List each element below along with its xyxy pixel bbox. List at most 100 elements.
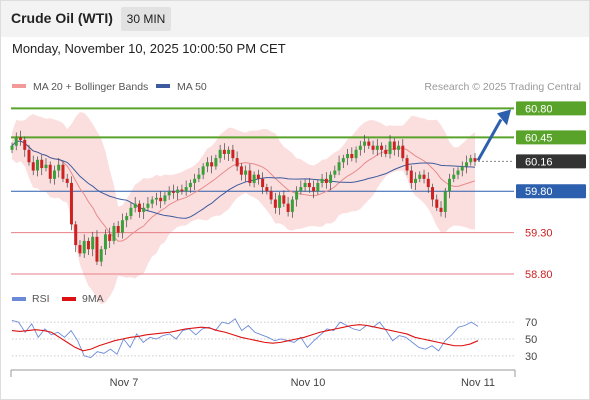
candle-body [31,162,35,171]
candle-body [18,137,22,140]
candle-body [443,191,447,212]
candle-body [91,236,95,250]
candle-body [465,162,469,167]
candle-body [108,234,112,241]
legend-label: MA 20 + Bollinger Bands [33,81,148,93]
candle-body [388,141,392,154]
candle-body [473,158,477,162]
candle-body [40,159,44,169]
rsi-panel: RSI 9MA 70 50 30 [11,293,537,363]
candle-body [333,170,337,175]
candle-body [316,182,320,192]
candle-body [371,145,375,150]
candle-body [405,158,409,171]
candle-body [337,162,341,171]
x-tick-label: Nov 7 [110,377,139,389]
candle-body [95,236,99,262]
level-label-58.80: 58.80 [525,269,553,281]
candle-body [210,162,214,167]
rsi-legend-label: 9MA [82,293,104,305]
bollinger-bands [12,112,475,305]
candles [10,130,477,267]
candle-body [354,149,358,159]
candle-body [201,166,205,175]
rsi-tick-30: 30 [525,351,537,363]
level-badge-59.80 [516,184,586,199]
candle-body [193,178,197,183]
rsi-tick-70: 70 [525,317,537,329]
candle-body [273,199,277,208]
candle-body [103,234,107,250]
candle-body [239,166,243,175]
candle-body [286,203,290,212]
level-label-59.30: 59.30 [525,228,553,240]
x-tick-label: Nov 11 [461,377,495,389]
forecast-arrow-head [497,109,511,126]
forecast-arrow [476,109,511,162]
candle-body [48,164,52,179]
instrument-title: Crude Oil (WTI) [11,10,113,26]
legend-label: MA 50 [177,81,207,93]
candle-body [397,145,401,150]
rsi-line [11,318,479,359]
candle-body [154,197,158,200]
candle-body [456,170,460,175]
candle-body [278,195,282,208]
forecast-arrow-shaft [476,118,503,162]
candle-body [35,159,39,171]
candle-body [197,174,201,179]
rsi-legend-label: RSI [32,293,50,305]
candle-body [188,182,192,188]
candle-body [44,164,48,169]
candle-body [10,145,14,150]
candle-body [244,170,248,175]
candle-body [320,178,324,183]
level-label-60.45: 60.45 [525,132,553,144]
report-datetime: Monday, November 10, 2025 10:00:50 PM CE… [12,41,286,56]
candle-body [269,191,273,200]
candle-body [363,141,367,146]
candle-body [448,178,452,192]
level-badge-60.45 [516,130,586,145]
candle-body [99,249,103,262]
candle-body [218,149,222,159]
candle-body [120,220,124,233]
candle-body [235,158,239,167]
candle-body [180,189,184,192]
candle-body [74,224,78,246]
candle-body [452,174,456,179]
candle-body [86,240,90,250]
candle-body [375,145,379,150]
candle-body [392,141,396,150]
candle-body [282,195,286,204]
candle-body [150,199,154,204]
rsi-ma-line [11,324,479,352]
candle-body [341,158,345,163]
level-label-60.16: 60.16 [525,156,553,168]
candle-body [367,141,371,146]
candle-body [312,187,316,192]
candle-body [231,149,235,159]
candle-body [401,145,405,159]
x-tick-label: Nov 10 [291,377,326,389]
candle-body [137,203,141,212]
candle-body [146,203,150,208]
rsi-tick-50: 50 [525,334,537,346]
candle-body [112,226,116,241]
chart-header: Crude Oil (WTI) 30 MIN [0,0,590,37]
candle-body [426,178,430,188]
candle-body [61,164,65,179]
candle-body [133,203,137,208]
timeframe-button[interactable]: 30 MIN [121,7,171,31]
candle-body [252,174,256,183]
candle-body [27,149,31,163]
candle-body [265,187,269,192]
candle-body [290,199,294,212]
candle-body [227,149,231,154]
candle-body [248,170,252,183]
level-labels: 60.80 60.45 60.16 59.80 59.30 58.80 [516,101,586,281]
candle-body [256,174,260,179]
candle-body [299,187,303,192]
candle-body [350,153,354,159]
candle-body [329,174,333,183]
